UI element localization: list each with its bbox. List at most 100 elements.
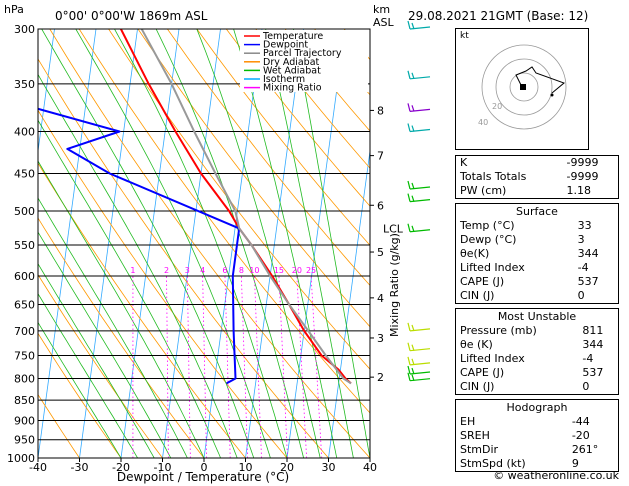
hpa-label: hPa [4, 3, 24, 16]
wind-barb [407, 193, 431, 203]
wind-barb-flag [411, 358, 415, 366]
dry-adiabat-line [255, 29, 370, 169]
most-unstable-row: Pressure (mb) 811 [456, 324, 620, 338]
isotherm-line [162, 29, 221, 458]
temperature-tick-label: 20 [280, 461, 294, 474]
hodograph-point [550, 93, 554, 97]
wind-barb [407, 103, 431, 112]
most-unstable-value: 344 [582, 338, 604, 351]
hodograph-param-value: 261° [571, 443, 599, 456]
isotherm-line [120, 29, 180, 458]
pressure-tick-label: 400 [14, 126, 35, 139]
wind-barb-flag [407, 223, 411, 232]
surface-label: Temp (°C) [460, 219, 515, 232]
wind-barb-flag [411, 344, 415, 351]
isotherm-line [328, 148, 370, 458]
legend-background [240, 30, 368, 92]
wind-barb-flag [407, 20, 411, 30]
pressure-tick-label: 350 [14, 78, 35, 91]
surface-row: CAPE (J) 537 [456, 275, 620, 289]
mixing-ratio-label: 15 [274, 266, 284, 275]
hodograph-ring-1 [509, 72, 539, 102]
mixing-ratio-label: 1 [130, 266, 135, 275]
wind-barb-flag [407, 342, 411, 351]
surface-title: Surface [516, 205, 558, 218]
wind-barb [407, 365, 431, 375]
hodograph-plot: 20 40 [478, 44, 567, 130]
wind-barb [407, 180, 431, 190]
surface-label: CIN (J) [460, 289, 495, 302]
surface-value: 344 [577, 247, 599, 260]
legend-entry: Wet Adiabat [263, 65, 321, 76]
wind-barb-flag [407, 322, 411, 332]
hodograph-param-value: -44 [571, 415, 590, 428]
most-unstable-label: Lifted Index [460, 352, 525, 365]
most-unstable-title: Most Unstable [497, 310, 577, 323]
wind-barb-flag [407, 103, 411, 112]
index-row: PW (cm) 1.18 [456, 184, 620, 198]
hodograph-box: kt 20 40 [455, 28, 589, 150]
wind-barb-flag [411, 182, 415, 190]
dry-adiabat-line [38, 162, 246, 458]
datetime-title: 29.08.2021 21GMT (Base: 12) [408, 9, 588, 23]
legend-entry: Mixing Ratio [263, 83, 322, 94]
wind-barb-flag [411, 195, 415, 202]
wind-barb-flag [407, 193, 411, 202]
location-title: 0°00' 0°00'W 1869m ASL [55, 9, 208, 23]
credit-text: © weatheronline.co.uk [493, 469, 619, 482]
pressure-tick-label: 700 [14, 325, 35, 338]
temperature-tick-label: 0 [201, 461, 208, 474]
hodograph-params-title: Hodograph [506, 401, 568, 414]
most-unstable-row: CIN (J) 0 [456, 380, 620, 394]
wind-barb-flag [411, 125, 415, 132]
temperature-tick-label: 30 [322, 461, 336, 474]
wind-barb-flag [407, 70, 411, 79]
temperature-tick-label: 10 [239, 461, 253, 474]
hodograph-ring-label-40: 40 [478, 118, 488, 127]
hodograph-param-label: StmSpd (kt) [460, 457, 526, 470]
isotherm-line [245, 29, 304, 458]
legend-entry: Dry Adiabat [263, 57, 320, 68]
most-unstable-row: θe (K) 344 [456, 338, 620, 352]
isotherm-line [79, 29, 138, 458]
mixing-ratio-line [186, 275, 191, 458]
hodograph-param-label: EH [460, 415, 476, 428]
wind-barb [407, 123, 431, 133]
surface-label: Dewp (°C) [460, 233, 517, 246]
surface-value: 0 [577, 289, 585, 302]
pressure-tick-label: 300 [14, 23, 35, 36]
wind-barb [407, 342, 431, 352]
index-value: -9999 [566, 156, 599, 169]
surface-value: 537 [577, 275, 599, 288]
km-tick-label: 6 [377, 199, 384, 212]
lcl-label: LCL [383, 222, 404, 235]
mixing-ratio-line [278, 275, 288, 458]
surface-value: 3 [577, 233, 585, 246]
km-tick-label: 7 [377, 150, 384, 163]
hodograph-ring-2 [495, 58, 553, 116]
profile-lines [38, 29, 352, 385]
hodograph-ring-3 [481, 44, 567, 130]
surface-row: Temp (°C) 33 [456, 219, 620, 233]
mixing-ratio-line [224, 275, 231, 458]
surface-value: 33 [577, 219, 592, 232]
wind-barb-flag [407, 365, 411, 375]
wind-barb-flag [411, 72, 415, 79]
pressure-tick-label: 800 [14, 372, 35, 385]
km-tick-label: 4 [377, 292, 384, 305]
dry-adiabat-line [38, 393, 80, 458]
surface-row: θe(K) 344 [456, 247, 620, 261]
index-label: K [460, 156, 468, 169]
mixing-ratio-label: 4 [200, 266, 205, 275]
hodograph-params-box: Hodograph EH -44 SREH -20 StmDir 261° StmSpd (… [455, 399, 619, 472]
wind-barbs [407, 20, 431, 382]
wet-adiabat-line [75, 29, 271, 458]
isotherm-line [38, 29, 97, 458]
wind-barb [407, 223, 431, 233]
wind-barb [407, 372, 431, 382]
most-unstable-label: CIN (J) [460, 380, 495, 393]
wind-barb-flag [407, 180, 411, 190]
most-unstable-value: 537 [582, 366, 604, 379]
most-unstable-value: 0 [582, 380, 590, 393]
